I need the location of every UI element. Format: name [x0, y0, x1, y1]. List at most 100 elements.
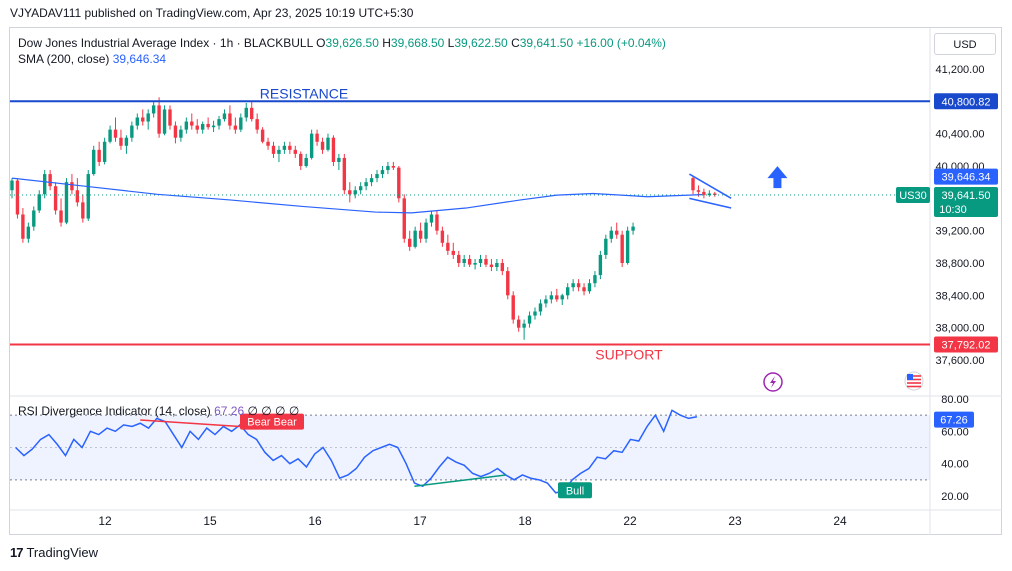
candle-body — [500, 263, 505, 272]
candle-body — [462, 258, 466, 263]
sma-legend[interactable]: SMA (200, close) 39,646.34 — [18, 52, 166, 66]
candle-body — [108, 129, 112, 142]
resistance-price-tag-text: 40,800.82 — [942, 96, 991, 108]
candle-body — [113, 129, 118, 138]
candle-body — [533, 311, 537, 316]
candle-body — [337, 157, 341, 162]
candle-body — [707, 193, 712, 196]
candle-body — [15, 180, 20, 215]
candle-body — [70, 182, 74, 191]
candle-body — [358, 186, 363, 191]
sma-price-tag-bg — [934, 168, 998, 185]
symbol-legend: Dow Jones Industrial Average Index · 1h … — [18, 36, 666, 50]
candle-body — [173, 125, 178, 138]
low-value: 39,622.50 — [454, 36, 508, 50]
candle-body — [571, 283, 575, 288]
candle-body — [402, 198, 406, 239]
candle-body — [457, 254, 461, 263]
price-tick-label: 40,400.00 — [936, 129, 985, 141]
price-chart[interactable]: 41,200.0040,800.0040,400.0040,000.0039,6… — [10, 28, 1002, 535]
candle-body — [64, 182, 69, 223]
candle-body — [696, 190, 701, 192]
bear-label: Bear Bear — [247, 417, 297, 429]
candle-body — [184, 121, 189, 130]
candle-body — [342, 157, 347, 191]
candle-body — [615, 230, 619, 235]
price-tick-label: 38,800.00 — [936, 258, 985, 270]
candle-body — [331, 137, 336, 162]
candle-body — [239, 117, 243, 130]
candle-body — [75, 190, 80, 203]
currency-button[interactable]: USD — [934, 33, 996, 55]
candle-body — [631, 226, 635, 231]
candle-body — [326, 137, 330, 150]
sma-price-tag-text: 39,646.34 — [942, 172, 991, 184]
publisher-info: VJYADAV111 published on TradingView.com,… — [10, 6, 414, 20]
time-tick-label: 15 — [203, 514, 217, 528]
time-tick-label: 24 — [833, 514, 847, 528]
candle-body — [446, 242, 450, 251]
breakout-arrow-icon — [767, 166, 788, 189]
tradingview-logo[interactable]: 17 TradingView — [10, 545, 98, 560]
candle-body — [168, 109, 172, 126]
candle-body — [555, 295, 559, 300]
candle-body — [299, 153, 303, 166]
bull-label: Bull — [566, 485, 584, 497]
rsi-line[interactable] — [15, 409, 698, 494]
candle-body — [506, 271, 510, 296]
candle-body — [59, 210, 63, 223]
tradingview-logo-text: TradingView — [26, 545, 99, 560]
sma-label: SMA (200, close) — [18, 52, 110, 66]
candle-body — [320, 141, 325, 150]
candle-body — [440, 230, 445, 243]
candle-body — [304, 157, 308, 166]
tradingview-logo-icon: 17 — [10, 545, 24, 560]
bull-label-bg — [558, 482, 592, 499]
candle-body — [435, 214, 439, 231]
candle-body — [408, 238, 412, 247]
candle-body — [369, 178, 374, 183]
candle-body — [511, 295, 515, 320]
rsi-legend[interactable]: RSI Divergence Indicator (14, close) 67.… — [18, 404, 299, 418]
support-price-tag: 37,792.02 — [934, 336, 998, 353]
candle-body — [233, 125, 238, 130]
candle-body — [222, 113, 227, 120]
candle-body — [702, 191, 706, 196]
candle-body — [582, 287, 586, 292]
candle-body — [348, 190, 352, 195]
rsi-value: 67.26 — [214, 404, 245, 418]
candle-body — [32, 210, 36, 227]
resistance-price-tag-bg — [934, 93, 998, 110]
candle-body — [151, 105, 156, 114]
sma-value: 39,646.34 — [112, 52, 167, 66]
sma-price-tag: 39,646.34 — [934, 168, 998, 185]
candle-body — [620, 234, 624, 263]
candle-body — [255, 119, 259, 130]
rsi-value-tag: 67.26 — [934, 411, 974, 428]
candle-body — [489, 264, 494, 268]
sma-line[interactable] — [11, 177, 703, 214]
candle-body — [288, 145, 292, 150]
candle-body — [429, 214, 434, 223]
candle-body — [271, 145, 276, 154]
candle-body — [522, 323, 526, 328]
candle-body — [211, 125, 216, 128]
candle-body — [593, 275, 597, 284]
candle-body — [598, 254, 603, 276]
candle-body — [53, 186, 58, 211]
candle-body — [364, 182, 368, 187]
candle-body — [86, 174, 90, 219]
candle-body — [527, 315, 532, 324]
candle-body — [92, 149, 96, 175]
candle-body — [587, 283, 592, 292]
candle-body — [119, 137, 123, 146]
candle-body — [146, 113, 150, 122]
wedge-upper-line — [688, 173, 732, 199]
candle-body — [418, 230, 423, 239]
price-tick-label: 37,600.00 — [936, 355, 985, 367]
candle-body — [81, 202, 85, 219]
chart-frame — [9, 27, 1002, 535]
candle-body — [473, 263, 477, 265]
candle-body — [391, 166, 396, 168]
bullish-divergence-line — [414, 474, 506, 488]
